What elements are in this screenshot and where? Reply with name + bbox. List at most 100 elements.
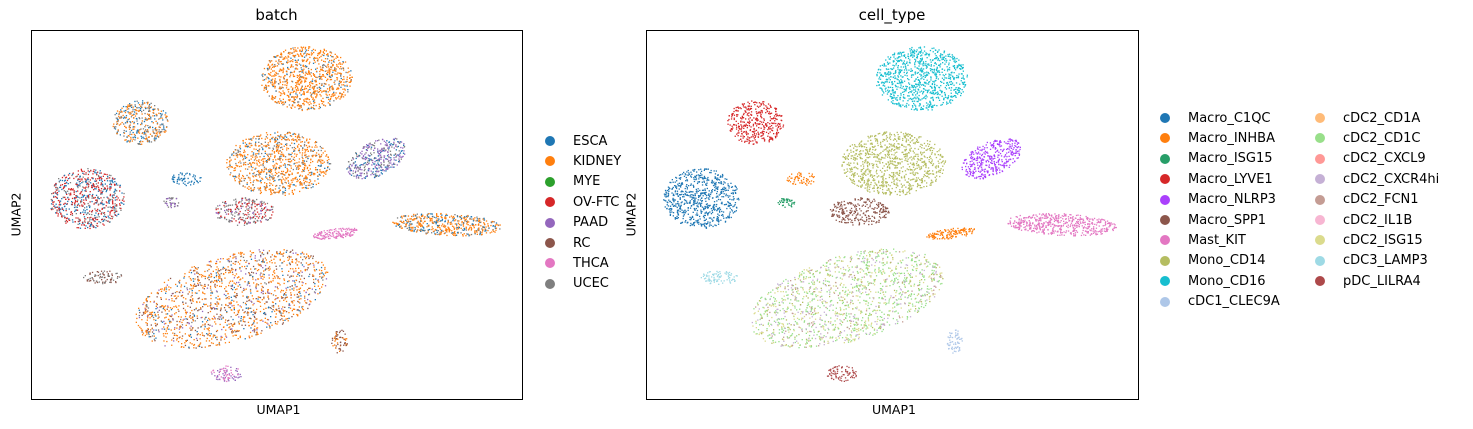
- scatter-point: [317, 175, 319, 177]
- scatter-point: [297, 180, 299, 182]
- scatter-point: [420, 225, 422, 228]
- scatter-point: [380, 162, 382, 164]
- scatter-point: [80, 212, 82, 214]
- scatter-point: [129, 105, 131, 107]
- scatter-point: [175, 283, 177, 286]
- scatter-point: [245, 307, 247, 309]
- scatter-point: [190, 184, 192, 186]
- scatter-point: [190, 272, 193, 274]
- scatter-point: [333, 231, 335, 233]
- scatter-point: [420, 213, 423, 215]
- scatter-point: [57, 213, 59, 215]
- scatter-point: [463, 229, 465, 231]
- scatter-point: [355, 164, 358, 166]
- scatter-point: [77, 217, 79, 219]
- scatter-point: [144, 106, 146, 109]
- scatter-point: [301, 68, 303, 71]
- scatter-point: [477, 228, 479, 230]
- scatter-point: [435, 217, 437, 219]
- scatter-point: [252, 181, 254, 183]
- scatter-point: [284, 156, 287, 158]
- scatter-point: [278, 190, 280, 192]
- scatter-point: [196, 180, 198, 182]
- scatter-point: [121, 192, 123, 194]
- scatter-point: [268, 209, 271, 212]
- scatter-point: [288, 174, 290, 177]
- scatter-point: [209, 319, 211, 321]
- scatter-point: [79, 192, 82, 194]
- scatter-point: [138, 109, 140, 111]
- scatter-point: [263, 166, 266, 168]
- scatter-point: [127, 104, 129, 106]
- scatter-point: [126, 136, 128, 138]
- scatter-point: [293, 98, 295, 100]
- scatter-point: [299, 152, 301, 154]
- scatter-point: [252, 212, 254, 214]
- scatter-point: [269, 61, 271, 63]
- scatter-point: [271, 96, 273, 98]
- scatter-point: [160, 298, 162, 300]
- scatter-point: [250, 292, 252, 294]
- scatter-point: [244, 221, 246, 223]
- scatter-point: [465, 226, 467, 228]
- scatter-point: [271, 311, 273, 313]
- scatter-point: [213, 307, 215, 309]
- scatter-point: [261, 84, 263, 86]
- scatter-point: [303, 104, 305, 106]
- scatter-point: [314, 146, 316, 148]
- scatter-point: [95, 178, 97, 180]
- scatter-point: [272, 160, 274, 163]
- scatter-point: [294, 282, 296, 284]
- scatter-point: [291, 173, 293, 175]
- scatter-point: [144, 102, 146, 104]
- scatter-point: [280, 161, 282, 163]
- scatter-point: [346, 233, 348, 235]
- scatter-point: [92, 226, 95, 228]
- scatter-point: [289, 170, 291, 172]
- scatter-point: [68, 198, 70, 200]
- scatter-point: [261, 330, 263, 332]
- scatter-point: [257, 135, 259, 137]
- scatter-point: [383, 150, 385, 152]
- scatter-point: [178, 282, 181, 284]
- scatter-point: [275, 74, 277, 76]
- scatter-point: [226, 258, 228, 260]
- scatter-point: [354, 165, 356, 167]
- scatter-point: [276, 149, 278, 152]
- scatter-point: [336, 56, 339, 58]
- scatter-point: [194, 175, 196, 177]
- scatter-point: [267, 69, 269, 71]
- scatter-point: [146, 138, 148, 140]
- scatter-point: [108, 202, 110, 204]
- scatter-point: [85, 190, 87, 192]
- scatter-point: [71, 203, 73, 206]
- scatter-point: [271, 208, 274, 211]
- scatter-point: [252, 189, 254, 191]
- scatter-point: [400, 141, 403, 143]
- scatter-point: [340, 86, 342, 88]
- scatter-point: [310, 171, 312, 174]
- scatter-point: [275, 295, 277, 297]
- scatter-point: [369, 142, 371, 144]
- scatter-point: [69, 177, 71, 179]
- scatter-point: [374, 157, 376, 159]
- scatter-point: [83, 202, 85, 204]
- scatter-point: [100, 197, 102, 199]
- scatter-point: [217, 208, 219, 210]
- scatter-point: [277, 151, 279, 153]
- scatter-point: [308, 71, 310, 73]
- scatter-point: [281, 143, 283, 145]
- scatter-point: [483, 217, 485, 219]
- scatter-point: [228, 298, 230, 300]
- scatter-point: [149, 110, 151, 112]
- scatter-point: [318, 105, 321, 108]
- scatter-point: [445, 229, 447, 231]
- scatter-point: [360, 173, 362, 175]
- scatter-point: [140, 135, 142, 137]
- scatter-point: [269, 326, 271, 328]
- scatter-point: [326, 73, 328, 75]
- scatter-point: [304, 85, 307, 87]
- scatter-point: [253, 187, 256, 189]
- scatter-point: [276, 137, 278, 140]
